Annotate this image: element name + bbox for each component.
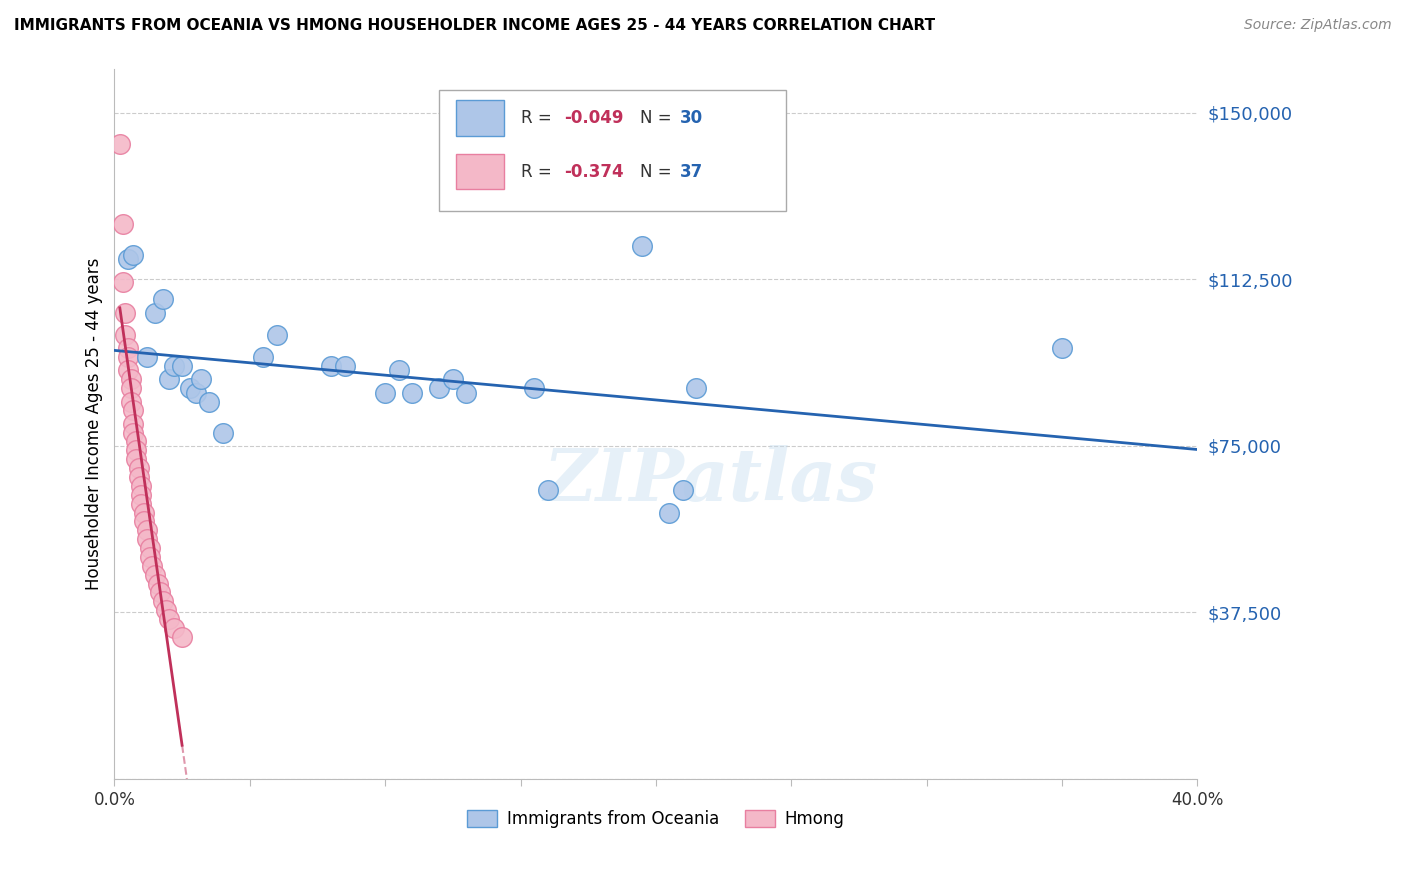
- Point: [135, 532, 157, 546]
- Point: [128, 461, 150, 475]
- Point: [135, 350, 157, 364]
- Point: [134, 506, 156, 520]
- Point: [111, 275, 134, 289]
- Point: [155, 603, 177, 617]
- Point: [143, 567, 166, 582]
- Point: [152, 594, 174, 608]
- Point: [456, 385, 478, 400]
- Text: IMMIGRANTS FROM OCEANIA VS HMONG HOUSEHOLDER INCOME AGES 25 - 44 YEARS CORRELATI: IMMIGRANTS FROM OCEANIA VS HMONG HOUSEHO…: [14, 18, 935, 33]
- Point: [211, 425, 233, 440]
- Point: [179, 381, 201, 395]
- Point: [122, 248, 145, 262]
- Point: [523, 381, 546, 395]
- Point: [131, 488, 153, 502]
- Point: [114, 306, 136, 320]
- Text: 37: 37: [679, 162, 703, 180]
- Point: [172, 630, 194, 644]
- Point: [319, 359, 342, 373]
- Point: [172, 359, 194, 373]
- Text: 30: 30: [679, 109, 703, 128]
- Point: [120, 372, 142, 386]
- Point: [163, 359, 186, 373]
- Point: [141, 558, 163, 573]
- Point: [125, 434, 148, 449]
- Point: [125, 452, 148, 467]
- Point: [149, 585, 172, 599]
- Point: [631, 239, 654, 253]
- Point: [138, 541, 160, 555]
- Point: [138, 549, 160, 564]
- Point: [157, 372, 180, 386]
- Point: [190, 372, 212, 386]
- Point: [114, 327, 136, 342]
- Point: [122, 417, 145, 431]
- Point: [117, 341, 139, 355]
- Point: [1050, 341, 1073, 355]
- Text: -0.049: -0.049: [564, 109, 623, 128]
- Point: [117, 363, 139, 377]
- Legend: Immigrants from Oceania, Hmong: Immigrants from Oceania, Hmong: [461, 803, 851, 835]
- Bar: [456, 101, 505, 136]
- Point: [401, 385, 423, 400]
- Text: -0.374: -0.374: [564, 162, 623, 180]
- Point: [685, 381, 707, 395]
- Point: [374, 385, 396, 400]
- Point: [157, 612, 180, 626]
- Y-axis label: Householder Income Ages 25 - 44 years: Householder Income Ages 25 - 44 years: [86, 258, 103, 590]
- Point: [333, 359, 356, 373]
- Point: [266, 327, 288, 342]
- Point: [252, 350, 274, 364]
- Point: [122, 425, 145, 440]
- Text: ZIPatlas: ZIPatlas: [543, 445, 877, 516]
- Text: N =: N =: [640, 109, 676, 128]
- Point: [163, 621, 186, 635]
- Point: [184, 385, 207, 400]
- Point: [672, 483, 695, 498]
- Point: [125, 443, 148, 458]
- Point: [108, 136, 131, 151]
- Point: [128, 470, 150, 484]
- Point: [441, 372, 464, 386]
- Bar: [456, 153, 505, 189]
- Point: [536, 483, 558, 498]
- Point: [143, 306, 166, 320]
- Point: [131, 497, 153, 511]
- Point: [120, 394, 142, 409]
- Point: [134, 515, 156, 529]
- Point: [152, 293, 174, 307]
- Text: R =: R =: [520, 109, 557, 128]
- Point: [135, 523, 157, 537]
- Point: [427, 381, 450, 395]
- Point: [117, 252, 139, 267]
- Point: [131, 479, 153, 493]
- Text: N =: N =: [640, 162, 676, 180]
- Point: [658, 506, 681, 520]
- Point: [146, 576, 169, 591]
- Point: [388, 363, 411, 377]
- Point: [120, 381, 142, 395]
- Point: [198, 394, 221, 409]
- FancyBboxPatch shape: [439, 90, 786, 211]
- Text: R =: R =: [520, 162, 557, 180]
- Point: [117, 350, 139, 364]
- Point: [122, 403, 145, 417]
- Text: Source: ZipAtlas.com: Source: ZipAtlas.com: [1244, 18, 1392, 32]
- Point: [111, 217, 134, 231]
